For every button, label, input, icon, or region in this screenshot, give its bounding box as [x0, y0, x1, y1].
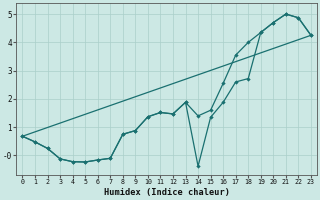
X-axis label: Humidex (Indice chaleur): Humidex (Indice chaleur) — [104, 188, 230, 197]
